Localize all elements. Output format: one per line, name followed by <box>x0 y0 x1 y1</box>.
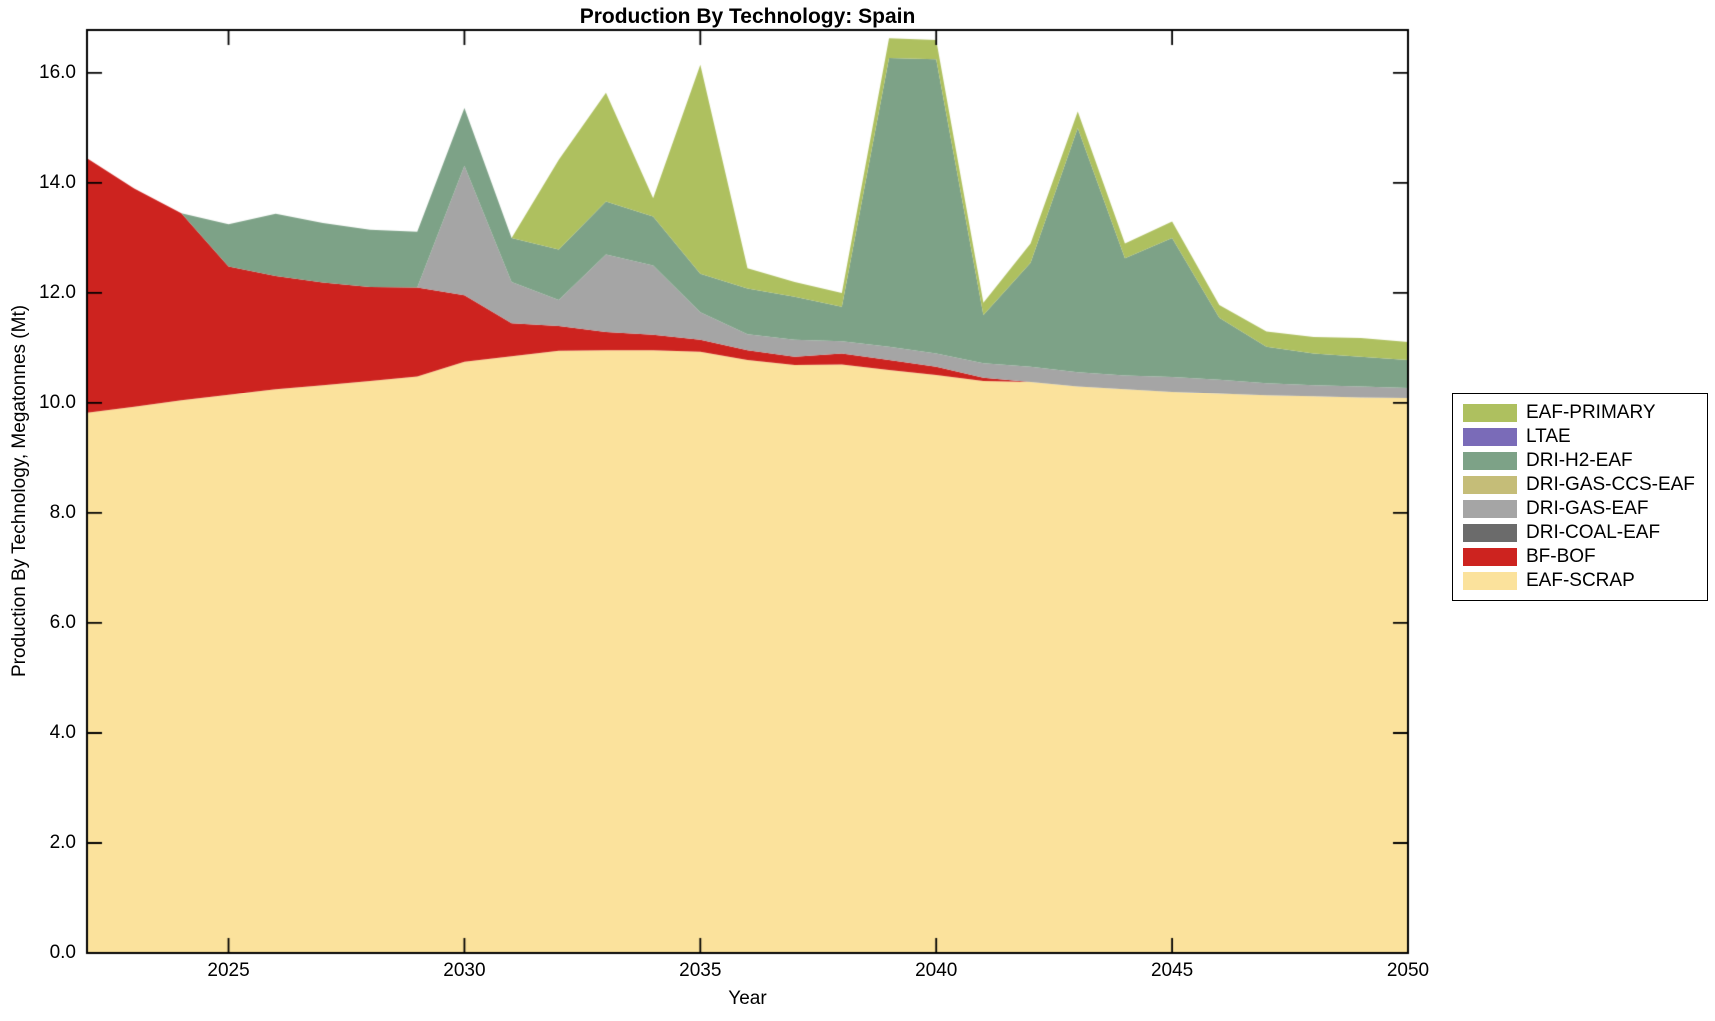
y-tick-label: 16.0 <box>39 61 76 83</box>
legend-item: EAF-PRIMARY <box>1463 401 1697 425</box>
legend: EAF-PRIMARY LTAE DRI-H2-EAF DRI-GAS-CCS-EAF… <box>1452 393 1708 601</box>
legend-label: EAF-PRIMARY <box>1526 402 1656 423</box>
legend-label: BF-BOF <box>1526 546 1596 567</box>
legend-swatch-icon <box>1463 500 1517 518</box>
legend-item: DRI-GAS-CCS-EAF <box>1463 473 1697 497</box>
y-tick-label: 8.0 <box>49 501 76 523</box>
legend-swatch-icon <box>1463 404 1517 422</box>
legend-swatch-icon <box>1463 524 1517 542</box>
legend-swatch-icon <box>1463 548 1517 566</box>
legend-item: DRI-COAL-EAF <box>1463 521 1697 545</box>
y-tick-label: 14.0 <box>39 171 76 193</box>
x-tick-label: 2025 <box>207 960 250 981</box>
x-tick-label: 2035 <box>679 960 722 981</box>
y-tick-label: 2.0 <box>49 831 76 853</box>
x-tick-label: 2045 <box>1150 960 1194 981</box>
y-tick-label: 6.0 <box>49 611 76 633</box>
legend-item: LTAE <box>1463 425 1697 449</box>
legend-swatch-icon <box>1463 452 1517 470</box>
x-axis-label: Year <box>728 988 767 1009</box>
y-tick-label: 4.0 <box>49 721 76 743</box>
legend-item: BF-BOF <box>1463 545 1697 569</box>
legend-item: DRI-H2-EAF <box>1463 449 1697 473</box>
y-tick-label: 10.0 <box>39 391 76 413</box>
legend-label: DRI-GAS-EAF <box>1526 498 1649 519</box>
legend-label: DRI-H2-EAF <box>1526 450 1633 471</box>
chart-title: Production By Technology: Spain <box>579 5 916 28</box>
legend-item: DRI-GAS-EAF <box>1463 497 1697 521</box>
legend-swatch-icon <box>1463 428 1517 446</box>
legend-label: LTAE <box>1526 426 1571 447</box>
x-tick-label: 2040 <box>915 960 958 981</box>
legend-item: EAF-SCRAP <box>1463 569 1697 593</box>
y-tick-label: 12.0 <box>39 281 76 303</box>
legend-swatch-icon <box>1463 572 1517 590</box>
x-tick-label: 2030 <box>443 960 486 981</box>
y-tick-label: 0.0 <box>49 942 76 963</box>
legend-label: DRI-COAL-EAF <box>1526 522 1661 543</box>
legend-swatch-icon <box>1463 476 1517 494</box>
x-tick-label: 2050 <box>1386 960 1430 981</box>
legend-label: EAF-SCRAP <box>1526 570 1635 591</box>
legend-label: DRI-GAS-CCS-EAF <box>1526 474 1695 495</box>
